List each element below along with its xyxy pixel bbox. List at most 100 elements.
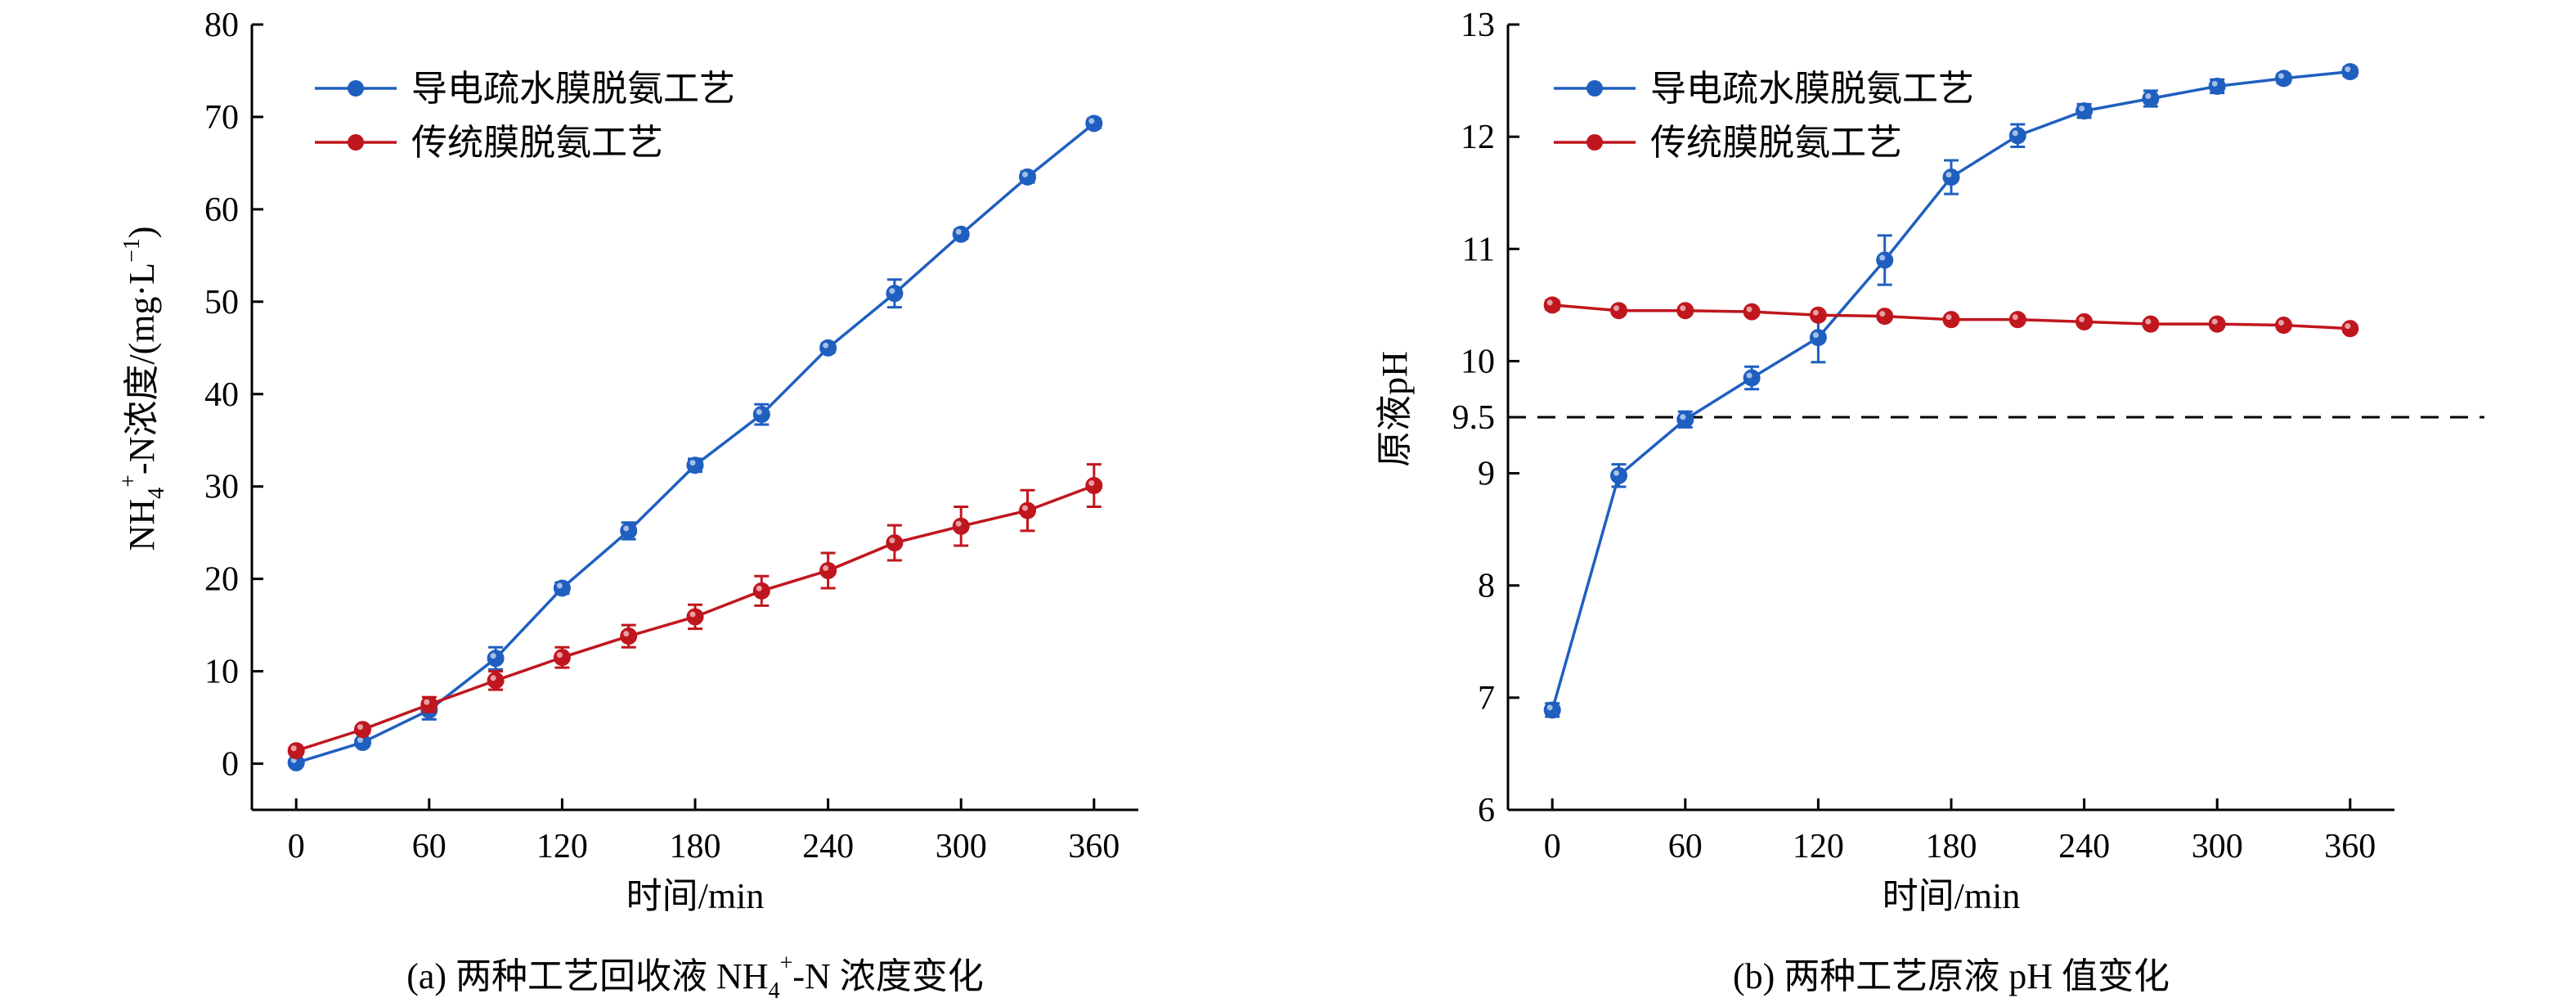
- panel-a-y-title-sub: 4: [144, 488, 169, 499]
- panel-a-data-point-highlight: [689, 611, 696, 618]
- panel-a-x-tick-label: 360: [1068, 828, 1120, 865]
- panel-b-data-point-highlight: [2012, 130, 2018, 137]
- panel-b-data-point-highlight: [1613, 305, 1619, 312]
- panel-a-data-point-highlight: [955, 520, 962, 527]
- panel-a-data-point-highlight: [1022, 505, 1028, 511]
- panel-a-y-tick-label: 0: [222, 746, 239, 784]
- panel-a-data-point-highlight: [823, 564, 829, 571]
- panel-a-data-point: [553, 579, 571, 597]
- panel-b: 0 60 120 180 240 300 360 6 7 8 9 9.5 10 11 12 13 导电疏水膜脱氨…: [1375, 7, 2484, 996]
- panel-a-data-point-highlight: [889, 537, 895, 544]
- panel-b-data-point-highlight: [1812, 309, 1819, 316]
- panel-a-data-point: [752, 582, 770, 600]
- panel-b-data-point: [1610, 302, 1627, 320]
- panel-b-data-point: [1543, 296, 1561, 314]
- panel-b-data-point-highlight: [1879, 254, 1886, 261]
- panel-b-legend-marker: [1586, 80, 1603, 97]
- panel-a-data-point: [420, 695, 438, 713]
- panel-b-data-point-highlight: [2278, 73, 2284, 79]
- panel-b-data-point-highlight: [1546, 704, 1553, 711]
- panel-b-series-2: [1543, 296, 2359, 338]
- panel-b-x-tick-label: 180: [1926, 828, 1977, 865]
- panel-b-data-point: [2275, 70, 2292, 88]
- panel-b-y-tick-label: 12: [1461, 119, 1495, 156]
- panel-b-data-point: [2341, 320, 2359, 338]
- panel-b-data-point: [2076, 102, 2094, 120]
- panel-a-data-point: [287, 742, 305, 760]
- panel-a-x-tick-label: 300: [936, 828, 987, 865]
- panel-a-data-point-highlight: [1088, 480, 1095, 487]
- panel-a-y-tick-label: 80: [204, 7, 239, 44]
- panel-a: 0 60 120 180 240 300 360 0 10 20 30 40 50 60 70 80 导电疏水膜…: [116, 7, 1138, 1004]
- panel-a-data-point: [686, 608, 704, 626]
- panel-a-legend-marker: [348, 80, 364, 97]
- panel-a-data-point-highlight: [623, 525, 630, 532]
- panel-a-series-1: [287, 115, 1103, 771]
- panel-a-data-point: [952, 517, 970, 535]
- panel-b-data-point-highlight: [2145, 93, 2152, 100]
- panel-a-series-2: [287, 463, 1103, 760]
- panel-a-data-point-highlight: [1022, 171, 1028, 178]
- panel-b-data-point: [1942, 311, 1960, 329]
- panel-b-data-point-highlight: [1546, 299, 1553, 306]
- panel-a-data-point: [620, 522, 638, 540]
- panel-b-data-point-highlight: [1746, 306, 1752, 312]
- panel-a-x-tick-label: 60: [412, 828, 447, 865]
- panel-a-data-point-highlight: [889, 288, 895, 294]
- panel-b-y-tick-label: 11: [1462, 231, 1495, 268]
- panel-b-data-point-highlight: [2079, 106, 2085, 112]
- panel-b-data-point: [1942, 169, 1960, 187]
- panel-a-data-point-highlight: [490, 653, 496, 659]
- panel-b-x-axis-title: 时间/min: [1883, 876, 2021, 916]
- panel-b-data-point-highlight: [1680, 414, 1686, 420]
- panel-a-y-tick-label: 10: [204, 654, 239, 691]
- panel-a-y-tick-label: 40: [204, 376, 239, 414]
- panel-a-y-tick-label: 20: [204, 561, 239, 599]
- panel-a-data-point-highlight: [623, 631, 630, 637]
- panel-a-data-point-highlight: [756, 585, 762, 591]
- panel-a-data-point-highlight: [955, 228, 962, 235]
- panel-b-data-point: [1676, 411, 1694, 429]
- panel-a-data-point-highlight: [556, 652, 563, 659]
- panel-a-data-point: [886, 285, 904, 303]
- panel-a-data-point-highlight: [357, 737, 363, 744]
- panel-b-data-point-highlight: [2145, 318, 2152, 325]
- panel-b-data-point-highlight: [1945, 172, 1952, 178]
- panel-a-caption-prefix: (a) 两种工艺回收液 NH: [406, 956, 768, 996]
- panel-b-data-point-highlight: [1613, 470, 1619, 476]
- panel-a-data-point: [819, 561, 837, 579]
- panel-b-x-tick-label: 300: [2192, 828, 2243, 865]
- panel-b-y-tick-label: 9.5: [1452, 399, 1496, 437]
- panel-b-caption: (b) 两种工艺原液 pH 值变化: [1733, 956, 2170, 996]
- panel-b-y-tick-label: 10: [1461, 343, 1495, 380]
- panel-b-data-point: [2142, 90, 2160, 108]
- panel-a-data-point: [819, 339, 837, 357]
- panel-a-x-tick-label: 0: [288, 828, 305, 865]
- panel-b-data-point-highlight: [1945, 314, 1952, 321]
- panel-a-y-tick-label: 70: [204, 99, 239, 137]
- panel-b-data-point: [2341, 63, 2359, 81]
- panel-b-data-point-highlight: [2345, 323, 2351, 330]
- panel-b-x-tick-label: 360: [2324, 828, 2376, 865]
- panel-b-x-tick-label: 240: [2058, 828, 2110, 865]
- panel-a-caption-suffix: -N 浓度变化: [792, 956, 983, 996]
- panel-b-data-point-highlight: [2211, 80, 2218, 87]
- panel-a-data-point-highlight: [424, 699, 430, 705]
- panel-b-data-point-highlight: [2278, 320, 2284, 326]
- panel-a-y-title-sup: +: [116, 474, 141, 488]
- panel-a-series-line: [295, 122, 1095, 765]
- panel-b-x-tick-label: 0: [1544, 828, 1561, 865]
- panel-a-y-axis-title: NH4+-N浓度/(mg·L−1): [116, 227, 169, 551]
- panel-b-y-tick-label: 8: [1478, 568, 1495, 605]
- panel-b-data-point: [1676, 302, 1694, 320]
- panel-a-legend-marker: [348, 134, 364, 151]
- panel-a-legend-label: 传统膜脱氨工艺: [411, 123, 663, 163]
- panel-a-data-point-highlight: [556, 582, 563, 589]
- panel-a-y-tick-label: 30: [204, 469, 239, 506]
- panel-b-data-point: [2008, 311, 2026, 329]
- panel-a-x-tick-label: 240: [802, 828, 854, 865]
- panel-a-data-point-highlight: [490, 675, 496, 681]
